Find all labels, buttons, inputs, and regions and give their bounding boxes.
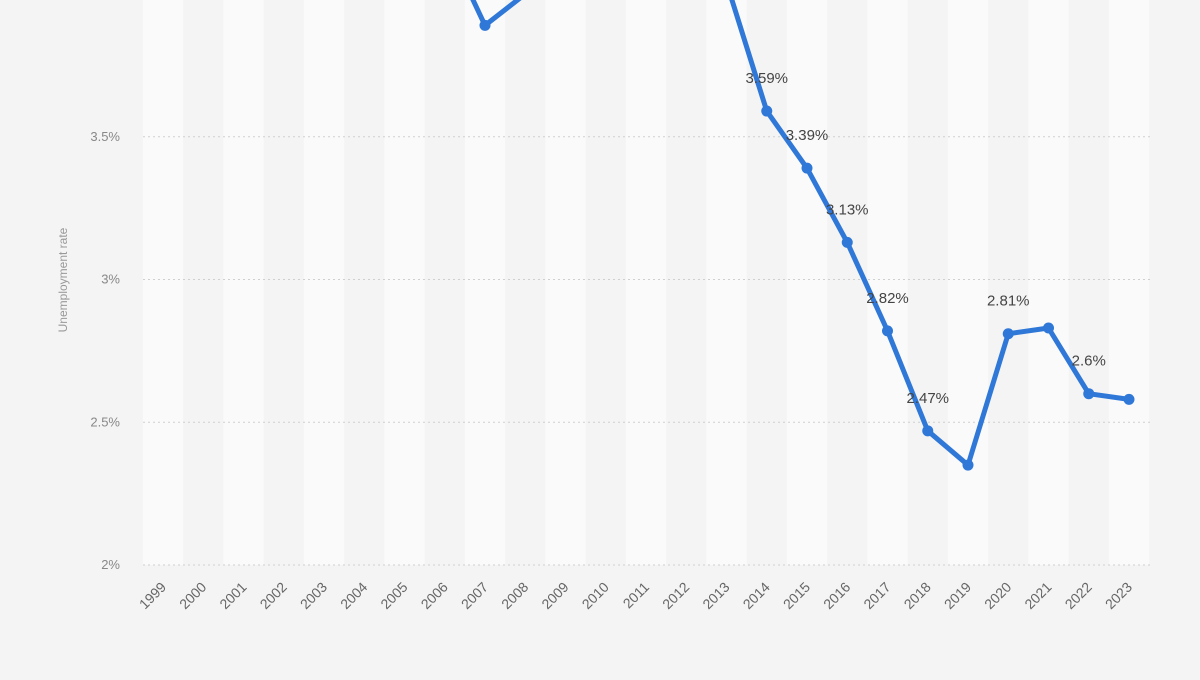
x-tick-label: 2003 — [297, 579, 330, 612]
x-tick-label: 2020 — [981, 579, 1014, 612]
data-labels: 4.7%5.02%5.39%4.73%4.45%4.19%3.89%4%5.07… — [464, 0, 1106, 407]
x-tick-label: 2013 — [699, 579, 732, 612]
x-tick-label: 2004 — [337, 579, 370, 612]
y-tick-label: 3.5% — [90, 129, 120, 144]
x-tick-label: 2021 — [1021, 579, 1054, 612]
x-axis-ticks: 1999 2000 2001 2002 2003 2004 2005 2006 2007 2008… — [136, 579, 1135, 612]
data-label: 3.13% — [826, 201, 869, 218]
y-tick-label: 4% — [101, 0, 120, 1]
x-tick-label: 2017 — [860, 579, 893, 612]
data-point — [1123, 393, 1135, 405]
x-tick-label: 2000 — [176, 579, 209, 612]
x-tick-label: 2007 — [458, 579, 491, 612]
data-label: 2.81% — [987, 293, 1030, 310]
data-label: 3.89% — [464, 0, 507, 1]
column-band — [223, 0, 264, 565]
column-band — [464, 0, 506, 565]
data-label: 2.47% — [906, 390, 949, 407]
x-tick-label: 2010 — [579, 579, 612, 612]
column-band — [545, 0, 586, 565]
x-tick-label: 2016 — [820, 579, 853, 612]
y-tick-label: 2% — [101, 557, 120, 572]
x-tick-label: 1999 — [136, 579, 169, 612]
x-tick-label: 2011 — [620, 579, 653, 612]
column-band — [947, 0, 989, 565]
x-tick-label: 2018 — [901, 579, 934, 612]
column-band — [1028, 0, 1069, 565]
column-bands — [142, 0, 1150, 565]
data-point — [962, 459, 974, 471]
data-point — [882, 325, 893, 337]
x-tick-label: 2002 — [257, 579, 290, 612]
x-tick-label: 2008 — [498, 579, 531, 612]
column-band — [867, 0, 908, 565]
data-point — [922, 425, 934, 437]
column-band — [303, 0, 345, 565]
x-tick-label: 2023 — [1102, 579, 1135, 612]
data-point — [1043, 322, 1054, 334]
data-label: 2.82% — [866, 290, 909, 307]
column-band — [625, 0, 667, 565]
x-tick-label: 2014 — [740, 579, 773, 612]
data-label: 2.6% — [1072, 353, 1106, 370]
x-tick-label: 2001 — [216, 579, 249, 612]
x-tick-label: 2006 — [418, 579, 451, 612]
grid-lines — [143, 136, 1152, 566]
x-tick-label: 2005 — [377, 579, 410, 612]
data-label: 3.59% — [745, 70, 788, 87]
column-band — [1108, 0, 1150, 565]
y-tick-label: 2.5% — [90, 414, 120, 429]
data-point — [841, 236, 853, 248]
y-axis-ticks: 2%2.5%3%3.5%4%4.5%5%5.5%6% — [90, 0, 120, 572]
data-point — [479, 19, 491, 31]
x-tick-label: 2015 — [780, 579, 813, 612]
data-point — [1002, 328, 1014, 340]
y-axis-label: Unemployment rate — [56, 227, 70, 332]
data-point — [761, 105, 773, 117]
y-tick-label: 3% — [101, 272, 120, 287]
column-band — [384, 0, 425, 565]
data-label: 3.39% — [786, 127, 829, 144]
data-points — [479, 19, 1135, 471]
column-band — [142, 0, 184, 565]
x-tick-label: 2019 — [941, 579, 974, 612]
x-tick-label: 2012 — [659, 579, 692, 612]
x-tick-label: 2009 — [538, 579, 571, 612]
column-band — [786, 0, 828, 565]
data-point — [801, 162, 813, 174]
column-band — [706, 0, 747, 565]
data-point — [1083, 388, 1095, 400]
x-tick-label: 2022 — [1062, 579, 1095, 612]
